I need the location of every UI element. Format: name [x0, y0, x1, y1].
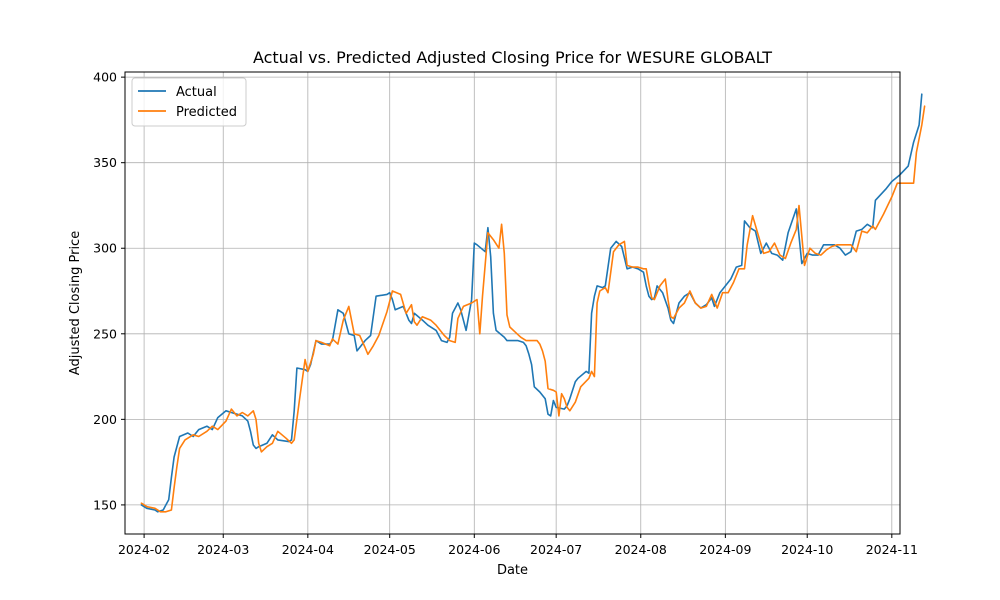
x-tick-label: 2024-05	[364, 542, 416, 557]
legend-box	[131, 77, 247, 127]
legend-label-predicted: Predicted	[176, 105, 237, 120]
x-tick-label: 2024-07	[530, 542, 582, 557]
series-lines	[140, 93, 926, 513]
x-tick-label: 2024-06	[448, 542, 500, 557]
y-tick-label: 400	[93, 70, 117, 85]
chart-title: Actual vs. Predicted Adjusted Closing Pr…	[253, 48, 772, 67]
y-axis-label: Adjusted Closing Price	[68, 231, 83, 375]
y-axis: 150 200 250 300 350 400	[93, 70, 125, 512]
x-tick-label: 2024-04	[282, 542, 334, 557]
legend: Actual Predicted	[131, 77, 247, 127]
y-tick-label: 150	[93, 497, 117, 512]
x-tick-label: 2024-10	[781, 542, 833, 557]
plot-area-background	[125, 72, 900, 534]
x-tick-label: 2024-02	[118, 542, 170, 557]
series-line-actual	[140, 93, 923, 513]
grid-lines	[125, 72, 900, 534]
x-axis: 2024-02 2024-03 2024-04 2024-05 2024-06 2024-…	[118, 534, 918, 557]
series-line-predicted	[140, 105, 926, 513]
x-tick-label: 2024-08	[615, 542, 667, 557]
x-axis-label: Date	[497, 563, 528, 578]
y-tick-label: 350	[93, 155, 117, 170]
y-tick-label: 250	[93, 326, 117, 341]
plot-frame	[124, 71, 901, 535]
legend-label-actual: Actual	[176, 85, 217, 100]
x-tick-label: 2024-03	[197, 542, 249, 557]
x-tick-label: 2024-09	[699, 542, 751, 557]
y-tick-label: 300	[93, 241, 117, 256]
x-tick-label: 2024-11	[866, 542, 918, 557]
y-tick-label: 200	[93, 412, 117, 427]
